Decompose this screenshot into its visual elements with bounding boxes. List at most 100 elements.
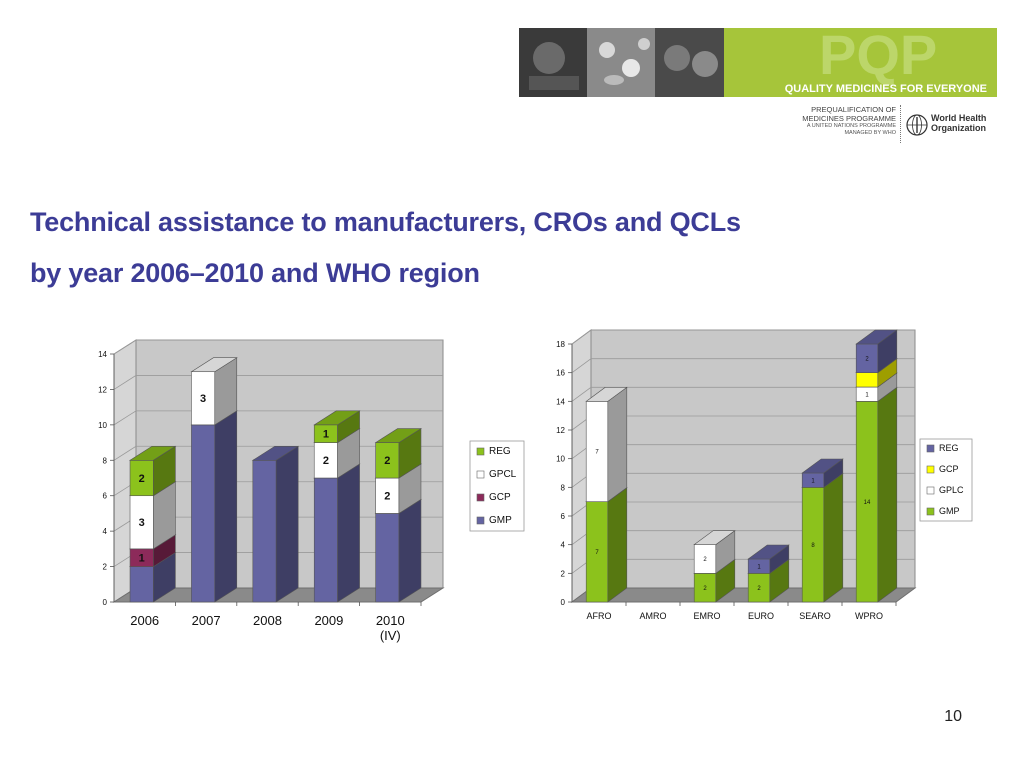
y-tick-label: 0 [103,598,108,607]
data-label-reg-2006: 2 [139,473,145,485]
x-category-sublabel: (IV) [380,628,401,643]
x-category-label: EURO [748,611,774,621]
data-label-gplc-wpro: 1 [865,392,869,398]
legend-label-gmp: GMP [939,506,960,516]
bar-top-reg-euro [747,544,790,560]
y-tick-label: 12 [98,385,107,394]
data-label-reg-wpro: 2 [865,356,869,362]
legend-swatch-gcp [476,493,485,502]
legend-swatch-reg [476,447,485,456]
bar-top-reg-2010 [374,428,422,443]
gridline [571,386,915,402]
data-label-gpcl-2009: 2 [323,455,329,467]
page-number: 10 [944,708,962,725]
bar-top-reg-searo [801,458,844,474]
who-name-line2: Organization [931,123,987,133]
programme-line1: PREQUALIFICATION OF [811,105,896,114]
programme-line3: A UNITED NATIONS PROGRAMME [806,123,896,129]
brand-panel [724,28,997,97]
data-label-gpcl-2010: 2 [384,491,390,503]
data-label-gmp-euro: 2 [757,586,761,592]
bar-top-reg-wpro [855,329,898,345]
bar-gcp-wpro [855,372,879,388]
legend-label-gplc: GPLC [939,485,964,495]
data-label-gmp-searo: 8 [811,543,815,549]
pqp-banner: PQP QUALITY MEDICINES FOR EVERYONE [519,28,997,97]
y-tick-label: 14 [98,350,107,359]
legend-swatch-gmp [926,507,935,516]
y-tick-label: 2 [103,563,108,572]
x-category-label: 2008 [253,613,282,628]
bar-side-gplc-afro [607,386,628,503]
x-category-label: 2006 [130,613,159,628]
data-label-reg-2009: 1 [323,429,329,441]
bar-top-gmp-2008 [251,445,300,461]
slide-title-line2: by year 2006–2010 and WHO region [30,258,480,288]
legend-box [919,438,973,522]
y-tick-label: 6 [103,492,108,501]
legend-swatch-gpcl [476,470,485,479]
bar-top-gplc-afro [585,387,628,402]
y-tick-label: 0 [561,598,566,607]
data-label-gplc-afro: 7 [595,450,599,456]
who-name-line1: World Health [931,113,987,123]
divider [900,105,901,143]
gridline [113,339,443,355]
bar-side-gmp-afro [607,487,628,603]
bar-side-gmp-wpro [877,386,898,603]
slide-title-line1: Technical assistance to manufacturers, C… [30,207,741,237]
x-category-label: 2010 [376,613,405,628]
bar-top-gplc-emro [693,530,736,545]
x-category-label: 2007 [192,613,221,628]
who-programme-block: PREQUALIFICATION OF MEDICINES PROGRAMME … [792,103,992,147]
data-label-reg-searo: 1 [811,478,815,484]
legend-label-gmp: GMP [489,515,512,526]
data-label-gmp-emro: 2 [703,586,707,592]
x-category-label: WPRO [855,611,883,621]
bar-side-gmp-searo [823,472,844,603]
legend-label-gcp: GCP [489,492,511,503]
y-tick-label: 18 [556,340,565,349]
y-tick-label: 14 [556,397,565,406]
programme-line4: MANAGED BY WHO [844,130,896,136]
legend-box [469,440,525,532]
bar-top-reg-2006 [129,445,177,461]
gridline [571,358,915,373]
tagline: QUALITY MEDICINES FOR EVERYONE [785,83,987,95]
data-label-gmp-wpro: 14 [864,500,871,506]
data-label-gplc-emro: 2 [703,557,707,563]
y-tick-label: 6 [561,512,566,521]
legend-swatch-reg [926,444,935,453]
x-category-label: AFRO [586,611,611,621]
bar-top-reg-2009 [313,410,361,426]
y-tick-label: 10 [98,421,107,430]
legend-swatch-gplc [926,486,935,495]
gridline [113,375,443,390]
y-tick-label: 4 [103,527,108,536]
legend-swatch-gcp [926,465,935,474]
data-label-reg-2010: 2 [384,455,390,467]
x-category-label: EMRO [694,611,721,621]
pqp-logo: PQP [819,28,937,86]
x-category-label: SEARO [799,611,831,621]
data-label-reg-euro: 1 [757,564,761,570]
legend-label-reg: REG [489,446,511,457]
y-tick-label: 8 [103,456,108,465]
legend-swatch-gmp [476,516,485,525]
y-tick-label: 8 [561,483,566,492]
who-name: World Health Organization [931,113,986,133]
legend-label-gcp: GCP [939,464,959,474]
programme-line2: MEDICINES PROGRAMME [802,114,896,123]
who-emblem-icon [906,114,928,136]
legend-label-gpcl: GPCL [489,469,517,480]
x-category-label: 2009 [314,613,343,628]
y-tick-label: 16 [556,369,565,378]
x-category-label: AMRO [640,611,667,621]
data-label-gmp-afro: 7 [595,550,599,556]
data-label-gpcl-2006: 3 [139,517,145,529]
y-tick-label: 4 [561,541,566,550]
y-tick-label: 2 [561,569,566,578]
legend-label-reg: REG [939,443,959,453]
